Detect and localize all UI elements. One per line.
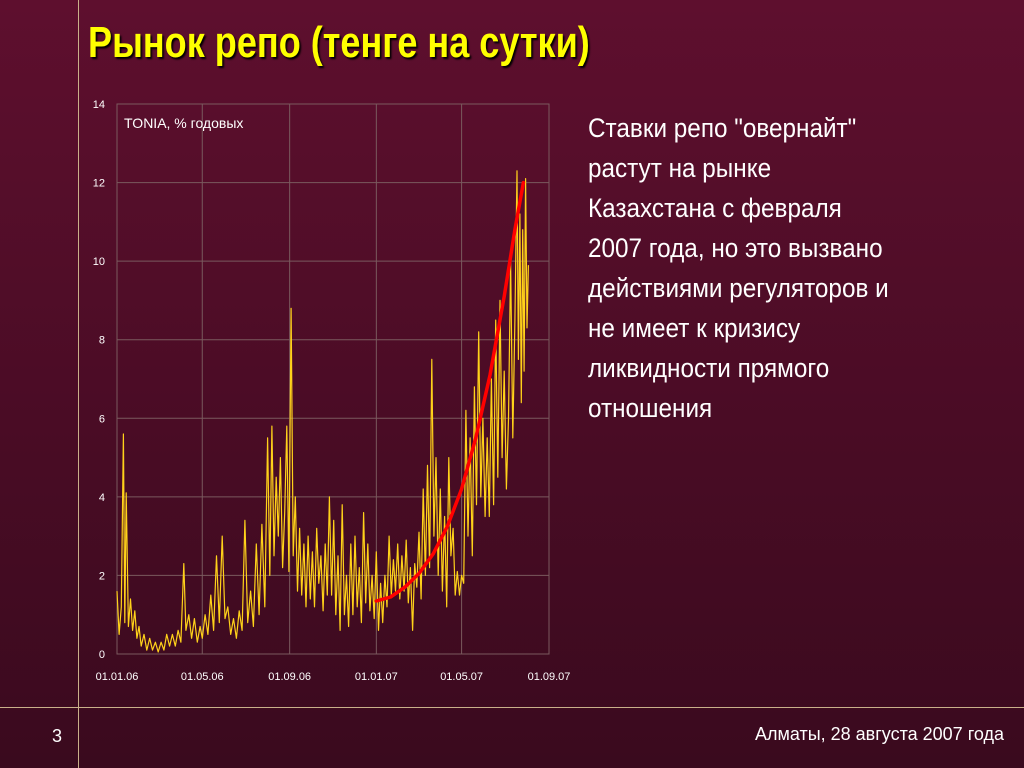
footer-rule — [0, 707, 1024, 708]
y-tick-label: 6 — [99, 413, 105, 425]
y-tick-label: 4 — [99, 492, 105, 504]
repo-rate-chart: 0 2 4 6 8 10 12 14 01.01.06 01.05.06 01.09.06 01.01… — [93, 99, 571, 683]
x-tick-label: 01.05.07 — [440, 671, 483, 683]
x-tick-label: 01.05.06 — [181, 671, 224, 683]
footer-location-date: Алматы, 28 августа 2007 года — [754, 724, 1004, 744]
commentary-line: Ставки репо "овернайт" — [588, 113, 857, 143]
x-tick-label: 01.09.06 — [268, 671, 311, 683]
y-tick-label: 10 — [93, 256, 105, 268]
x-tick-label: 01.09.07 — [528, 671, 571, 683]
commentary-line: растут на рынке — [588, 153, 772, 183]
vertical-rule — [78, 0, 79, 768]
plot-border — [116, 103, 550, 655]
trend-curve — [374, 180, 526, 603]
commentary-line: отношения — [588, 393, 713, 423]
y-tick-label: 2 — [99, 570, 105, 582]
y-tick-label: 14 — [93, 99, 105, 111]
y-tick-label: 0 — [99, 649, 105, 661]
page-number: 3 — [52, 726, 63, 746]
y-tick-label: 8 — [99, 335, 105, 347]
commentary-line: 2007 года, но это вызвано — [588, 233, 883, 263]
x-tick-label: 01.01.06 — [96, 671, 139, 683]
y-tick-label: 12 — [93, 178, 105, 190]
commentary-line: Казахстана с февраля — [588, 193, 842, 223]
commentary-line: не имеет к кризису — [588, 313, 801, 343]
series-label: TONIA, % годовых — [124, 115, 243, 131]
commentary-text: Ставки репо "овернайт" растут на рынке К… — [588, 108, 966, 428]
commentary-line: действиями регуляторов и — [588, 273, 889, 303]
commentary-line: ликвидности прямого — [588, 353, 830, 383]
slide-title: Рынок репо (тенге на сутки) — [88, 18, 590, 67]
x-tick-label: 01.01.07 — [355, 671, 398, 683]
tonia-series-line — [116, 170, 529, 653]
